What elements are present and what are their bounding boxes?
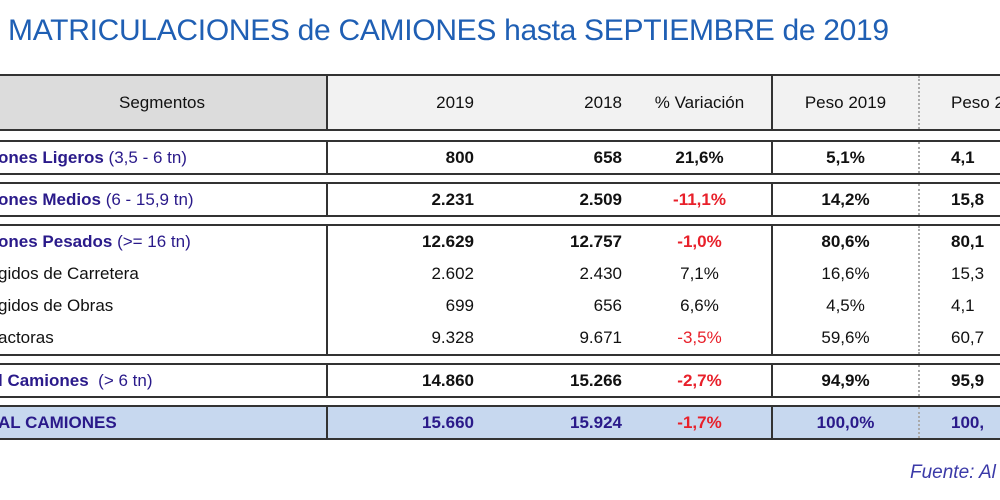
header-peso-2019: Peso 2019 <box>773 76 920 129</box>
peso-2019: 5,1% <box>773 142 920 173</box>
value-2018: 15.924 <box>570 412 622 432</box>
header-variacion: % Variación <box>628 76 773 129</box>
peso-2018: 15,3 <box>951 264 985 283</box>
segment-label: ones Medios (6 - 15,9 tn) <box>0 184 328 215</box>
value-2019: 14.860 <box>422 370 474 390</box>
value-2018: 15.266 <box>570 370 622 390</box>
peso-2018: 4,1 <box>951 147 975 167</box>
header-2018: 2018 <box>584 92 622 112</box>
variation: -1,7% <box>628 407 773 438</box>
peso-2019: 4,5% <box>826 296 865 315</box>
value-2019: 9.328 <box>431 328 474 347</box>
peso-2019: 80,6% <box>821 232 870 251</box>
segment-label: ones Pesados (>= 16 tn) <box>0 232 191 251</box>
value-2018: 12.757 <box>570 232 622 251</box>
value-2019: 2.231 <box>431 189 474 209</box>
variation: 7,1% <box>680 264 719 283</box>
value-2018: 9.671 <box>579 328 622 347</box>
peso-2018: 100, <box>951 412 985 432</box>
segment-label: gidos de Carretera <box>0 264 139 283</box>
peso-2018: 15,8 <box>951 189 985 209</box>
table-row-total-6tn: l Camiones (> 6 tn) 14.860 15.266 -2,7% … <box>0 363 1000 398</box>
table-row-total: AL CAMIONES 15.660 15.924 -1,7% 100,0% 1… <box>0 405 1000 440</box>
segment-labels: ones Pesados (>= 16 tn) gidos de Carrete… <box>0 226 328 354</box>
peso-2018: 4,1 <box>951 296 975 315</box>
variations: -1,0% 7,1% 6,6% -3,5% <box>628 226 773 354</box>
variation: -1,0% <box>677 232 722 251</box>
value-2019: 2.602 <box>431 264 474 283</box>
variation: -11,1% <box>628 184 773 215</box>
variation: -3,5% <box>677 328 722 347</box>
variation: -2,7% <box>628 365 773 396</box>
peso-2019: 14,2% <box>773 184 920 215</box>
source-note: Fuente: Al <box>910 462 996 483</box>
header-peso-2018: Peso 2 <box>951 92 1000 112</box>
header-2019: 2019 <box>436 92 474 112</box>
header-segmentos: Segmentos <box>0 76 328 129</box>
page-title: MATRICULACIONES de CAMIONES hasta SEPTIE… <box>8 14 889 47</box>
segment-label: ones Ligeros (3,5 - 6 tn) <box>0 142 328 173</box>
peso-2019: 16,6% <box>821 264 870 283</box>
value-2019: 12.629 <box>422 232 474 251</box>
value-2019: 15.660 <box>422 412 474 432</box>
value-2018: 2.509 <box>579 189 622 209</box>
value-2018: 656 <box>593 296 622 315</box>
pesos-2018: 80,1 15,3 4,1 60,7 <box>951 226 1000 354</box>
peso-2019: 100,0% <box>773 407 920 438</box>
variation: 6,6% <box>680 296 719 315</box>
values-2019: 12.629 2.602 699 9.328 <box>330 226 474 354</box>
variation: 21,6% <box>628 142 773 173</box>
table-row: ones Medios (6 - 15,9 tn) 2.231 2.509 -1… <box>0 182 1000 217</box>
value-2019: 800 <box>445 147 474 167</box>
peso-2018: 95,9 <box>951 370 985 390</box>
peso-2019: 59,6% <box>821 328 870 347</box>
value-2018: 2.430 <box>579 264 622 283</box>
peso-2019: 94,9% <box>773 365 920 396</box>
value-2019: 699 <box>445 296 474 315</box>
segment-label: AL CAMIONES <box>0 407 328 438</box>
segment-label: actoras <box>0 328 54 347</box>
segment-label: l Camiones (> 6 tn) <box>0 365 328 396</box>
pesos-2019: 80,6% 16,6% 4,5% 59,6% <box>773 226 920 354</box>
peso-2018: 80,1 <box>951 232 985 251</box>
segment-label: gidos de Obras <box>0 296 114 315</box>
header-row: Segmentos 2019 2018 % Variación Peso 201… <box>0 74 1000 131</box>
value-2018: 658 <box>593 147 622 167</box>
values-2018: 12.757 2.430 656 9.671 <box>478 226 622 354</box>
table-group-pesados: ones Pesados (>= 16 tn) gidos de Carrete… <box>0 224 1000 356</box>
table-row: ones Ligeros (3,5 - 6 tn) 800 658 21,6% … <box>0 140 1000 175</box>
peso-2018: 60,7 <box>951 328 985 347</box>
